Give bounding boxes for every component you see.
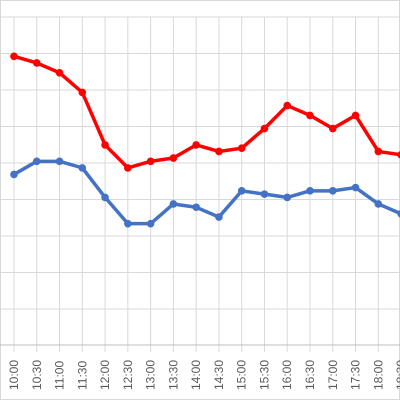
data-point — [215, 213, 223, 221]
x-tick-label: 15:30 — [257, 360, 271, 390]
data-point — [55, 68, 64, 77]
x-tick-label: 13:30 — [166, 360, 180, 390]
x-tick-label: 11:30 — [75, 361, 89, 390]
data-point — [55, 157, 64, 166]
data-point — [32, 157, 41, 166]
data-point — [351, 183, 360, 192]
series-layer — [10, 52, 400, 228]
data-point — [78, 164, 87, 172]
data-point — [328, 187, 337, 195]
x-tick-label: 16:00 — [280, 360, 294, 390]
data-point — [10, 52, 18, 61]
data-point — [397, 210, 400, 218]
x-tick-label: 18:00 — [371, 360, 385, 390]
data-point — [101, 141, 109, 149]
data-point — [169, 154, 178, 162]
x-tick-labels: 10:00 10:30 11:00 11:30 12:00 12:30 13:00 13:30… — [7, 360, 400, 390]
x-tick-label: 13:00 — [144, 360, 158, 390]
data-point — [283, 193, 292, 202]
data-point — [306, 187, 314, 195]
data-point — [146, 219, 155, 228]
x-tick-label: 14:00 — [189, 360, 203, 390]
data-point — [351, 111, 360, 120]
x-tick-label: 16:30 — [303, 360, 317, 390]
x-tick-label: 11:00 — [53, 361, 67, 390]
data-point — [374, 200, 383, 208]
data-point — [283, 101, 292, 110]
data-point — [124, 164, 132, 172]
data-point — [169, 200, 178, 208]
data-point — [260, 190, 269, 198]
x-tick-label: 12:00 — [98, 360, 112, 390]
x-tick-label: 12:30 — [121, 360, 135, 390]
data-point — [192, 141, 200, 149]
data-point — [237, 187, 246, 195]
x-tick-label: 14:30 — [212, 360, 226, 390]
data-point — [146, 157, 155, 166]
x-tick-label: 10:00 — [7, 360, 21, 390]
data-point — [10, 170, 18, 179]
data-point — [328, 124, 337, 133]
data-point — [397, 151, 400, 159]
x-tick-label: 15:00 — [235, 360, 249, 390]
data-point — [215, 147, 223, 156]
x-tick-label: 10:30 — [30, 360, 44, 390]
data-point — [260, 124, 269, 133]
data-point — [237, 144, 246, 152]
x-tick-label: 17:30 — [349, 360, 363, 390]
data-point — [101, 193, 109, 202]
data-point — [78, 88, 87, 97]
data-point — [374, 147, 383, 156]
data-point — [192, 203, 200, 212]
data-point — [32, 59, 41, 67]
x-tick-label: 17:00 — [326, 360, 340, 390]
data-point — [124, 219, 132, 228]
data-point — [306, 111, 314, 120]
x-tick-label: 18:30 — [394, 360, 400, 390]
